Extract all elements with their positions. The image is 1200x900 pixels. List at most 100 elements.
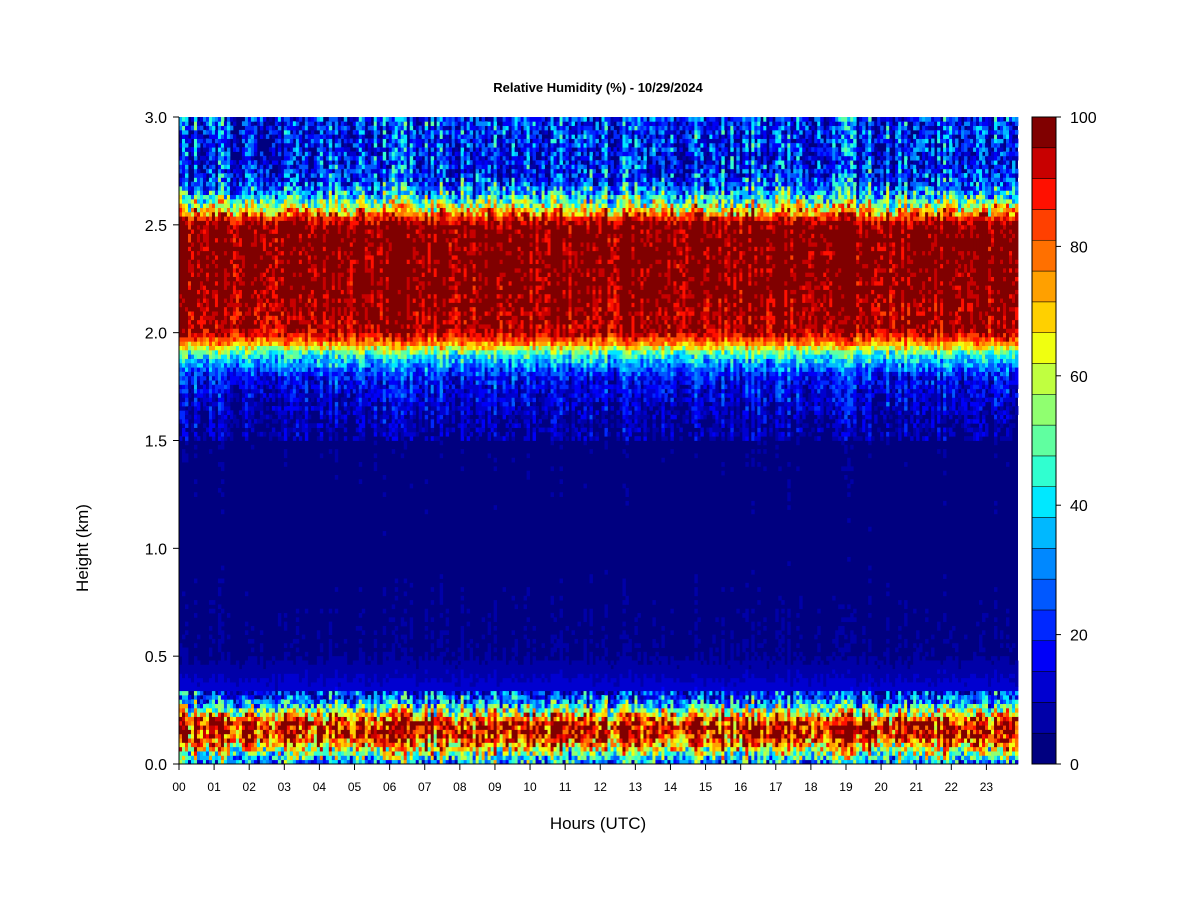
heatmap-cell (403, 181, 408, 187)
heatmap-cell (268, 181, 273, 187)
heatmap-cell (358, 690, 363, 700)
heatmap-cell (184, 725, 189, 743)
heatmap-cell (304, 250, 309, 256)
heatmap-cell (304, 427, 309, 433)
heatmap-cell (283, 198, 288, 208)
heatmap-cell (253, 293, 258, 308)
heatmap-cell (304, 203, 309, 208)
heatmap-cell (184, 186, 189, 191)
heatmap-cell (211, 638, 216, 644)
heatmap-cell (409, 117, 414, 122)
heatmap-cell (179, 393, 183, 403)
heatmap-cell (346, 147, 351, 152)
heatmap-cell (391, 720, 396, 726)
heatmap-cell (179, 699, 183, 705)
heatmap-cell (187, 186, 192, 191)
heatmap-cell (286, 155, 291, 161)
heatmap-cell (199, 289, 204, 303)
heatmap-cell (265, 267, 270, 273)
heatmap-cell (397, 207, 402, 213)
heatmap-cell (217, 160, 222, 165)
heatmap-cell (328, 738, 333, 748)
heatmap-cell (205, 220, 210, 226)
heatmap-cell (184, 341, 189, 351)
heatmap-cell (277, 371, 282, 377)
heatmap-cell (325, 729, 330, 735)
heatmap-cell (256, 186, 261, 191)
heatmap-cell (250, 384, 255, 390)
heatmap-cell (364, 117, 369, 122)
heatmap-cell (295, 751, 300, 756)
heatmap-cell (295, 388, 300, 394)
heatmap-cell (211, 181, 216, 187)
heatmap-cell (397, 224, 402, 290)
heatmap-cell (193, 117, 198, 122)
heatmap-cell (379, 751, 384, 756)
heatmap-cell (196, 699, 201, 705)
heatmap-cell (274, 703, 279, 713)
heatmap-cell (322, 259, 327, 269)
heatmap-cell (379, 336, 384, 347)
heatmap-cell (394, 690, 399, 696)
heatmap-cell (229, 198, 234, 204)
heatmap-cell (373, 190, 378, 196)
heatmap-cell (235, 289, 240, 295)
heatmap-cell (361, 673, 366, 692)
heatmap-cell (367, 677, 372, 683)
heatmap-cell (286, 237, 291, 260)
heatmap-cell (292, 733, 297, 739)
heatmap-cell (223, 707, 228, 713)
heatmap-cell (184, 375, 189, 385)
heatmap-cell (271, 755, 276, 761)
heatmap-cell (220, 147, 225, 152)
heatmap-cell (325, 298, 330, 312)
heatmap-cell (334, 203, 339, 208)
heatmap-cell (256, 336, 261, 342)
heatmap-cell (403, 371, 408, 377)
heatmap-cell (337, 384, 342, 390)
heatmap-cell (259, 332, 264, 338)
heatmap-cell (253, 276, 258, 282)
heatmap-cell (256, 682, 261, 692)
heatmap-cell (244, 311, 249, 316)
heatmap-cell (385, 280, 390, 290)
heatmap-cell (337, 729, 342, 735)
heatmap-cell (238, 375, 243, 381)
heatmap-cell (334, 220, 339, 338)
heatmap-cell (277, 336, 282, 342)
heatmap-cell (346, 177, 351, 183)
heatmap-cell (232, 720, 237, 726)
heatmap-cell (394, 733, 399, 739)
heatmap-cell (379, 147, 384, 152)
heatmap-cell (283, 129, 288, 135)
heatmap-cell (250, 625, 255, 631)
heatmap-cell (307, 733, 312, 739)
heatmap-cell (247, 198, 252, 208)
heatmap-cell (298, 341, 303, 346)
heatmap-cell (310, 142, 315, 148)
heatmap-cell (331, 164, 336, 170)
heatmap-cell (196, 211, 201, 217)
heatmap-cell (379, 267, 384, 273)
heatmap-cell (313, 229, 318, 234)
heatmap-cell (259, 125, 264, 131)
heatmap-cell (310, 186, 315, 191)
heatmap-cell (179, 436, 183, 441)
heatmap-cell (274, 186, 279, 191)
heatmap-cell (274, 729, 279, 735)
heatmap-cell (310, 682, 315, 692)
heatmap-cell (316, 380, 321, 385)
heatmap-cell (358, 405, 363, 411)
heatmap-cell (370, 173, 375, 178)
heatmap-cell (307, 332, 312, 338)
heatmap-cell (373, 349, 378, 355)
heatmap-cell (313, 384, 318, 390)
heatmap-cell (283, 220, 288, 308)
heatmap-cell (301, 738, 306, 743)
heatmap-cell (322, 362, 327, 368)
heatmap-cell (400, 203, 405, 208)
heatmap-cell (289, 384, 294, 390)
heatmap-cell (364, 194, 369, 204)
heatmap-cell (244, 759, 249, 765)
heatmap-cell (328, 198, 333, 204)
